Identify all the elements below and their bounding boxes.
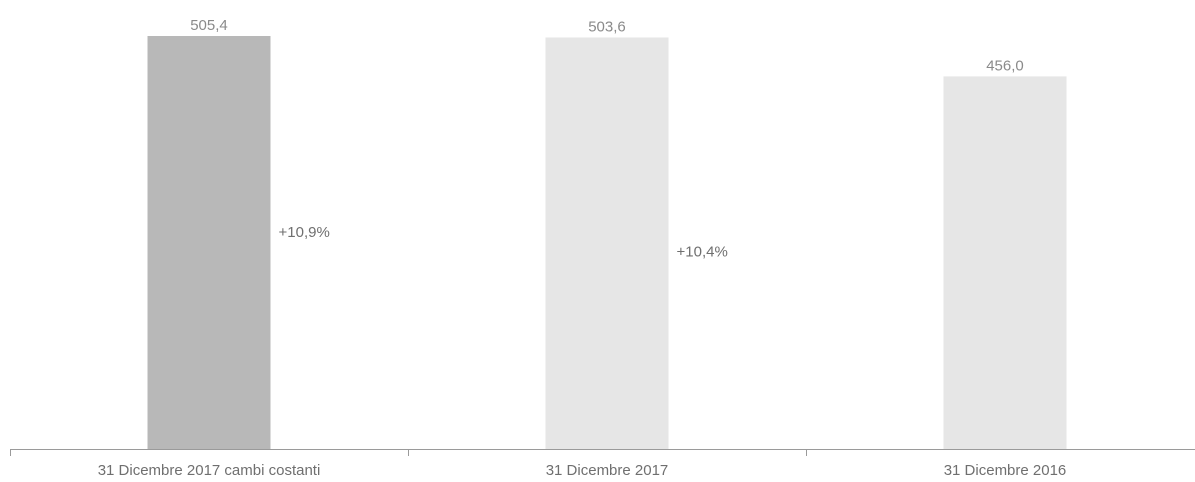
bar-2 [545,37,669,449]
category-label-1: 31 Dicembre 2017 cambi costanti [98,462,321,479]
bar-1 [147,36,271,449]
category-label-3: 31 Dicembre 2016 [944,462,1067,479]
bar-value-label-2: 503,6 [588,18,626,35]
bar-value-label-1: 505,4 [190,17,228,34]
bar-3 [943,76,1067,450]
growth-label-2: +10,4% [677,244,728,261]
bars [147,36,1067,450]
bar-value-label-3: 456,0 [986,57,1024,74]
growth-label-1: +10,9% [279,224,330,241]
category-label-2: 31 Dicembre 2017 [546,462,669,479]
